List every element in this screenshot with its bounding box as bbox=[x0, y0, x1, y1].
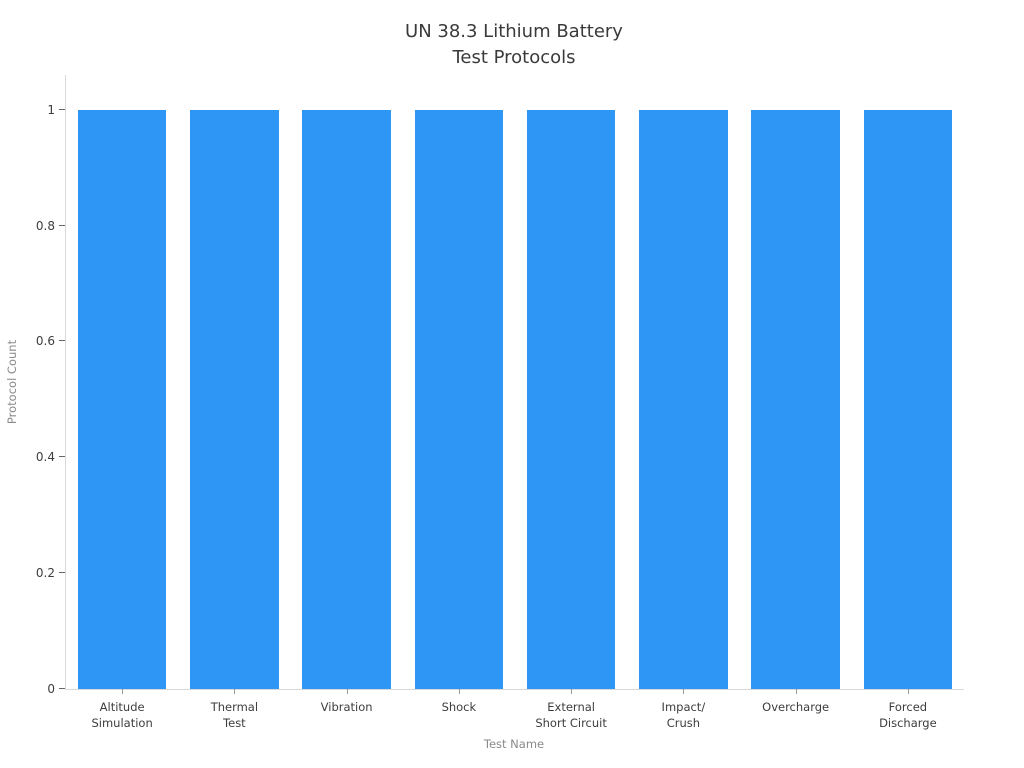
bar bbox=[77, 109, 167, 689]
x-tick-mark bbox=[346, 689, 348, 694]
bar bbox=[190, 109, 279, 689]
x-tick-mark bbox=[795, 689, 797, 694]
x-tick-label: Altitude Simulation bbox=[91, 700, 153, 730]
y-tick-label: 0 bbox=[47, 682, 55, 696]
x-tick-mark bbox=[122, 689, 124, 694]
y-tick-label: 0.4 bbox=[35, 450, 55, 465]
y-tick-mark bbox=[59, 108, 65, 110]
x-tick-label: Overcharge bbox=[762, 700, 830, 714]
bar bbox=[639, 109, 728, 689]
x-tick-mark bbox=[571, 689, 573, 694]
x-tick-mark bbox=[234, 689, 236, 694]
y-tick-label: 1 bbox=[47, 102, 55, 117]
x-tick-label: Impact/ Crush bbox=[661, 700, 706, 730]
y-tick-mark bbox=[59, 456, 65, 458]
x-tick-label: Vibration bbox=[320, 700, 373, 714]
x-axis-title: Test Name bbox=[483, 737, 545, 751]
x-tick-mark bbox=[458, 689, 460, 694]
plot-area: 0 0.2 0.4 0.6 0.8 1 Altitude Simulation Thermal… bbox=[36, 75, 964, 730]
y-tick-mark bbox=[59, 340, 65, 342]
y-tick-mark bbox=[59, 572, 65, 574]
y-tick-mark bbox=[59, 688, 65, 689]
x-tick-label: Shock bbox=[441, 700, 477, 714]
bar bbox=[863, 109, 953, 689]
y-tick-label: 0.2 bbox=[35, 566, 55, 581]
chart-title: UN 38.3 Lithium Battery Test Protocols bbox=[405, 21, 623, 68]
bar bbox=[751, 109, 840, 689]
y-tick-label: 0.6 bbox=[35, 334, 55, 349]
y-axis-title: Protocol Count bbox=[5, 339, 19, 425]
y-tick-label: 0.8 bbox=[35, 218, 55, 233]
x-tick-mark bbox=[683, 689, 685, 694]
y-tick-mark bbox=[59, 224, 65, 226]
bar bbox=[302, 109, 391, 689]
bar bbox=[414, 109, 504, 689]
x-tick-label: Thermal Test bbox=[210, 700, 259, 730]
x-tick-label: Forced Discharge bbox=[879, 700, 937, 730]
x-tick-label: External Short Circuit bbox=[535, 700, 607, 730]
x-tick-mark bbox=[907, 689, 909, 694]
bar bbox=[526, 109, 616, 689]
